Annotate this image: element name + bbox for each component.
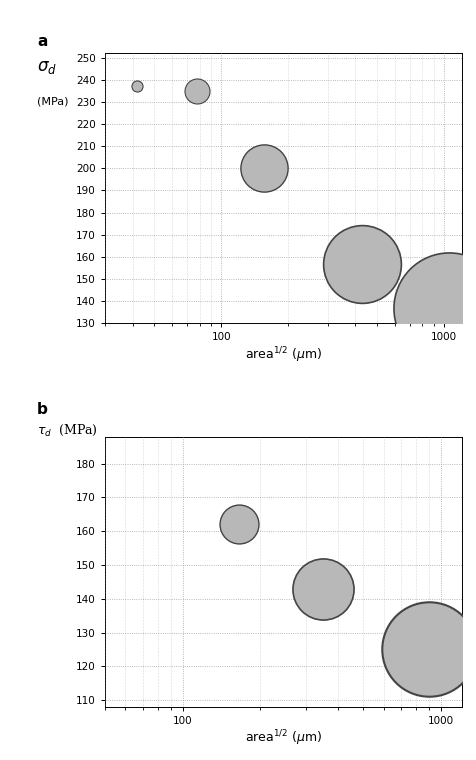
Text: $\sigma_d$: $\sigma_d$ [37, 59, 57, 75]
Point [133, 81, 141, 93]
X-axis label: area$^{1/2}$ ($\mu$m): area$^{1/2}$ ($\mu$m) [245, 345, 322, 365]
Text: $\tau_d$  (MPa): $\tau_d$ (MPa) [37, 423, 98, 439]
Text: b: b [37, 401, 48, 416]
Point [260, 162, 268, 174]
X-axis label: area$^{1/2}$ ($\mu$m): area$^{1/2}$ ($\mu$m) [245, 729, 322, 748]
Point [358, 258, 366, 270]
Text: (MPa): (MPa) [37, 97, 69, 106]
Point [319, 583, 327, 595]
Point [426, 643, 433, 655]
Text: a: a [37, 34, 47, 49]
Point [445, 302, 453, 314]
Point [193, 85, 201, 97]
Point [235, 518, 243, 530]
